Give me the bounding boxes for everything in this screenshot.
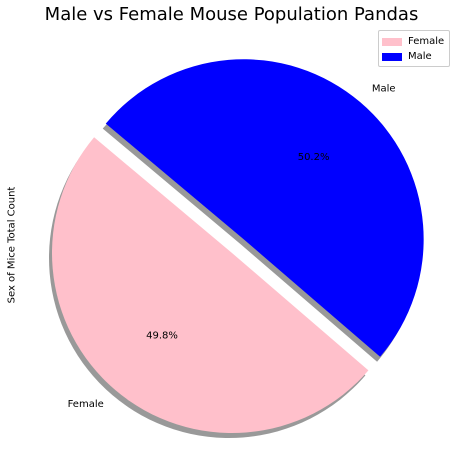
legend: Female Male — [378, 30, 450, 67]
slice-label-male: Male — [372, 83, 396, 94]
chart-title: Male vs Female Mouse Population Pandas — [44, 4, 419, 25]
legend-entry-female: Female — [382, 34, 446, 49]
slice-percent-female: 49.8% — [146, 330, 178, 341]
legend-label-male: Male — [408, 51, 432, 62]
legend-entry-male: Male — [382, 49, 446, 64]
pie-slice-female — [51, 137, 369, 434]
legend-swatch-male — [382, 52, 402, 61]
legend-label-female: Female — [408, 36, 445, 47]
pie-slices — [51, 59, 424, 434]
pie-slice-male — [105, 59, 424, 357]
legend-swatch-female — [382, 37, 402, 46]
pie-labels: Female 49.8% Male 50.2% — [68, 83, 396, 409]
slice-percent-male: 50.2% — [298, 152, 330, 163]
slice-label-female: Female — [68, 399, 104, 410]
